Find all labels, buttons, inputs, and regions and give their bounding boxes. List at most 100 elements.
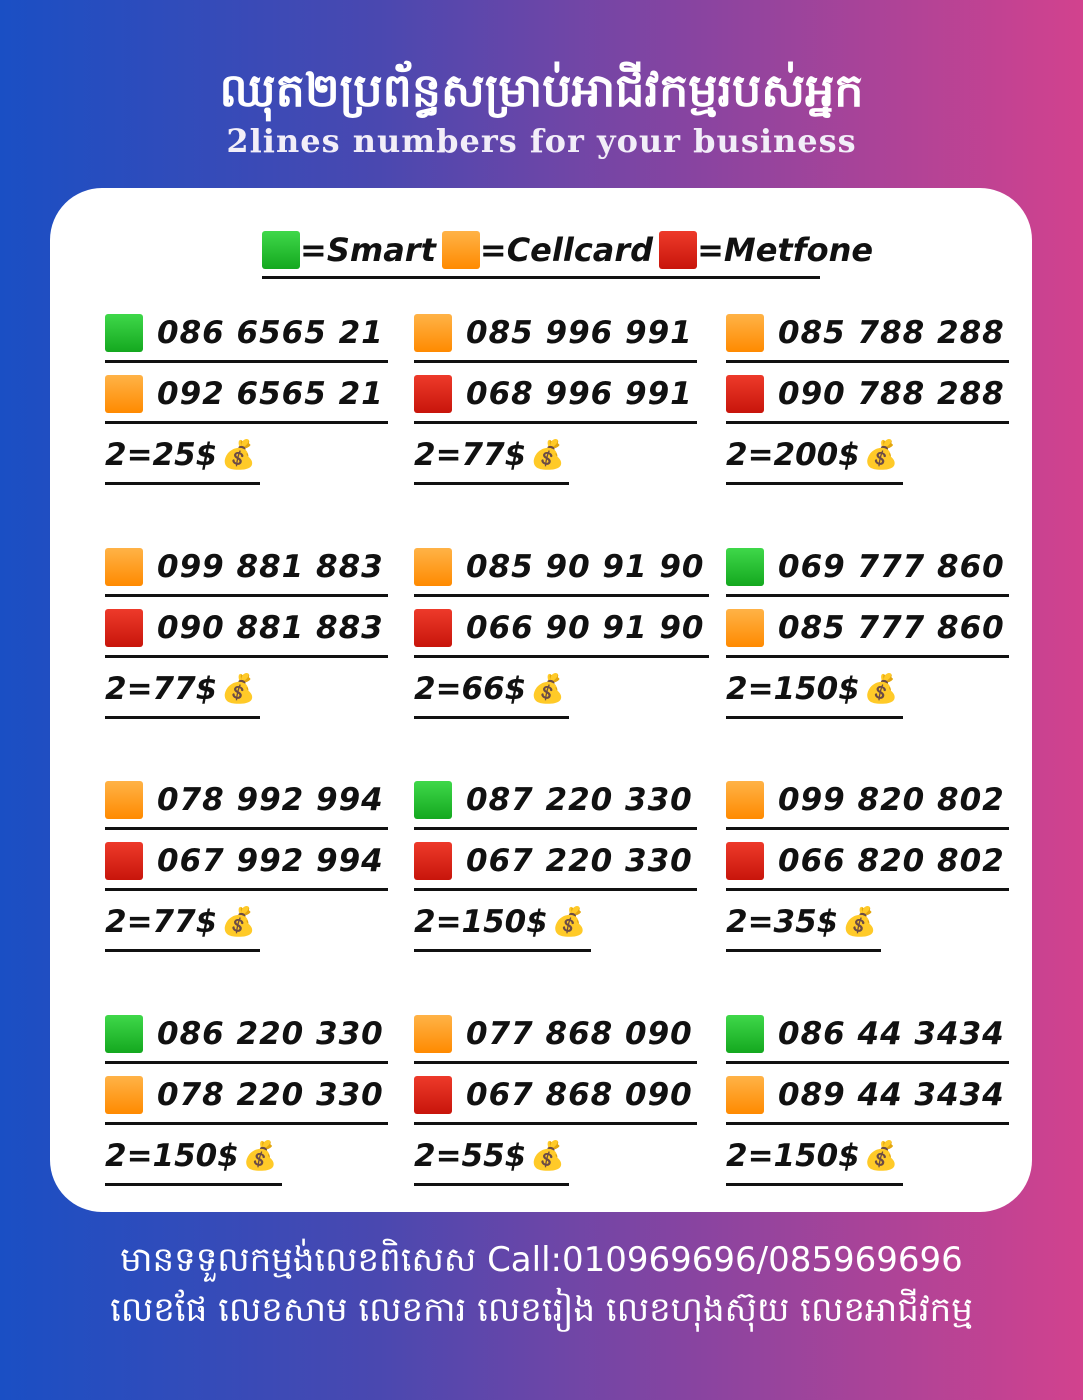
phone-line: 066 820 802 bbox=[726, 833, 1009, 891]
phone-line: 066 90 91 90 bbox=[414, 600, 709, 658]
money-bag-icon: 💰 bbox=[530, 672, 566, 705]
legend-label: =Metfone bbox=[697, 231, 874, 269]
phone-line: 086 220 330 bbox=[105, 1006, 388, 1064]
money-bag-icon: 💰 bbox=[221, 672, 257, 705]
price: 2=200$ bbox=[726, 436, 860, 473]
phone-line: 087 220 330 bbox=[414, 772, 697, 830]
price-line: 2=25$ 💰 bbox=[105, 427, 261, 485]
phone-line: 069 777 860 bbox=[726, 539, 1009, 597]
price-line: 2=150$ 💰 bbox=[414, 894, 591, 952]
phone-line: 078 992 994 bbox=[105, 772, 388, 830]
money-bag-icon: 💰 bbox=[530, 438, 566, 471]
price-line: 2=77$ 💰 bbox=[105, 894, 261, 952]
phone-line: 078 220 330 bbox=[105, 1067, 388, 1125]
money-bag-icon: 💰 bbox=[242, 1139, 278, 1172]
orange-operator-icon bbox=[726, 313, 764, 352]
number-set: 078 992 994 067 992 994 2=77$ 💰 bbox=[105, 772, 388, 952]
price: 2=35$ bbox=[726, 903, 839, 940]
legend-label: =Cellcard bbox=[479, 231, 654, 269]
money-bag-icon: 💰 bbox=[863, 1139, 899, 1172]
phone-number: 069 777 860 bbox=[778, 548, 1005, 585]
orange-operator-icon bbox=[726, 608, 764, 647]
price-line: 2=150$ 💰 bbox=[726, 661, 903, 719]
red-operator-icon bbox=[726, 841, 764, 880]
red-operator-icon bbox=[414, 1075, 452, 1114]
red-operator-icon bbox=[726, 374, 764, 413]
phone-number: 092 6565 21 bbox=[157, 375, 384, 412]
orange-operator-icon bbox=[105, 1075, 143, 1114]
phone-number: 086 6565 21 bbox=[157, 314, 384, 351]
green-operator-icon bbox=[726, 1014, 764, 1053]
phone-number: 090 881 883 bbox=[157, 609, 384, 646]
phone-line: 099 881 883 bbox=[105, 539, 388, 597]
smart-color-icon bbox=[262, 231, 300, 269]
legend-metfone: =Metfone bbox=[659, 231, 873, 269]
orange-operator-icon bbox=[105, 547, 143, 586]
number-set: 085 996 991 068 996 991 2=77$ 💰 bbox=[414, 305, 697, 485]
money-bag-icon: 💰 bbox=[863, 672, 899, 705]
price: 2=66$ bbox=[414, 670, 527, 707]
number-set: 086 44 3434 089 44 3434 2=150$ 💰 bbox=[726, 1006, 1009, 1186]
orange-operator-icon bbox=[414, 1014, 452, 1053]
price-line: 2=55$ 💰 bbox=[414, 1128, 570, 1186]
money-bag-icon: 💰 bbox=[530, 1139, 566, 1172]
legend-cellcard: =Cellcard bbox=[441, 231, 654, 269]
phone-line: 085 777 860 bbox=[726, 600, 1009, 658]
phone-number: 089 44 3434 bbox=[778, 1076, 1005, 1113]
green-operator-icon bbox=[414, 780, 452, 819]
phone-number: 085 788 288 bbox=[778, 314, 1005, 351]
phone-line: 092 6565 21 bbox=[105, 366, 388, 424]
phone-number: 085 996 991 bbox=[466, 314, 693, 351]
phone-number: 099 881 883 bbox=[157, 548, 384, 585]
price: 2=150$ bbox=[726, 1137, 860, 1174]
legend-smart: =Smart bbox=[262, 231, 436, 269]
number-set: 087 220 330 067 220 330 2=150$ 💰 bbox=[414, 772, 697, 952]
price: 2=25$ bbox=[105, 436, 218, 473]
legend-label: =Smart bbox=[300, 231, 436, 269]
phone-number: 085 90 91 90 bbox=[466, 548, 705, 585]
green-operator-icon bbox=[726, 547, 764, 586]
price-line: 2=150$ 💰 bbox=[105, 1128, 282, 1186]
operator-legend: =Smart =Cellcard =Metfone bbox=[262, 224, 873, 279]
phone-number: 077 868 090 bbox=[466, 1015, 693, 1052]
phone-line: 089 44 3434 bbox=[726, 1067, 1009, 1125]
orange-operator-icon bbox=[105, 374, 143, 413]
number-set: 099 881 883 090 881 883 2=77$ 💰 bbox=[105, 539, 388, 719]
orange-operator-icon bbox=[105, 780, 143, 819]
phone-number: 067 992 994 bbox=[157, 842, 384, 879]
footer-categories: លេខផែ លេខសាម លេខការ លេខរៀង លេខហុងស៊ុយ លេ… bbox=[110, 1290, 973, 1330]
money-bag-icon: 💰 bbox=[221, 905, 257, 938]
phone-line: 077 868 090 bbox=[414, 1006, 697, 1064]
price: 2=150$ bbox=[726, 670, 860, 707]
phone-number: 086 220 330 bbox=[157, 1015, 384, 1052]
orange-operator-icon bbox=[726, 780, 764, 819]
phone-line: 085 996 991 bbox=[414, 305, 697, 363]
phone-number: 099 820 802 bbox=[778, 781, 1005, 818]
subtitle: 2lines numbers for your business bbox=[226, 122, 857, 160]
phone-number: 066 90 91 90 bbox=[466, 609, 705, 646]
phone-number: 086 44 3434 bbox=[778, 1015, 1005, 1052]
number-set: 085 788 288 090 788 288 2=200$ 💰 bbox=[726, 305, 1009, 485]
price: 2=150$ bbox=[105, 1137, 239, 1174]
cellcard-color-icon bbox=[441, 231, 480, 269]
price: 2=150$ bbox=[414, 903, 548, 940]
phone-line: 090 881 883 bbox=[105, 600, 388, 658]
price: 2=77$ bbox=[105, 903, 218, 940]
phone-number: 066 820 802 bbox=[778, 842, 1005, 879]
number-set: 086 220 330 078 220 330 2=150$ 💰 bbox=[105, 1006, 388, 1186]
orange-operator-icon bbox=[726, 1075, 764, 1114]
red-operator-icon bbox=[414, 841, 452, 880]
orange-operator-icon bbox=[414, 313, 452, 352]
phone-line: 067 992 994 bbox=[105, 833, 388, 891]
phone-line: 067 220 330 bbox=[414, 833, 697, 891]
price: 2=55$ bbox=[414, 1137, 527, 1174]
red-operator-icon bbox=[105, 841, 143, 880]
phone-number: 067 220 330 bbox=[466, 842, 693, 879]
number-set: 085 90 91 90 066 90 91 90 2=66$ 💰 bbox=[414, 539, 709, 719]
green-operator-icon bbox=[105, 313, 143, 352]
title-khmer: ឈុត២ប្រព័ន្ធសម្រាប់អាជីវកម្មរបស់អ្នក bbox=[219, 63, 864, 117]
money-bag-icon: 💰 bbox=[551, 905, 587, 938]
phone-line: 085 90 91 90 bbox=[414, 539, 709, 597]
red-operator-icon bbox=[414, 608, 452, 647]
price-line: 2=77$ 💰 bbox=[414, 427, 570, 485]
